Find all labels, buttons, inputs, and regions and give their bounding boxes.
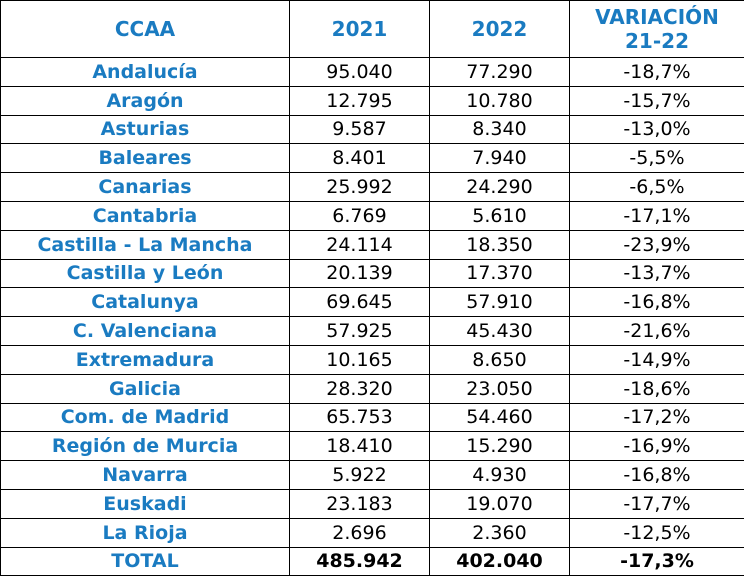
table-row: Andalucía 95.040 77.290 -18,7% [0,57,744,87]
value-2022-cell: 2.360 [429,517,570,548]
value-2022-cell: 5.610 [429,200,570,231]
header-variacion: VARIACIÓN 21-22 [569,0,744,58]
value-2021-cell: 6.769 [289,200,430,231]
value-2021-cell: 12.795 [289,85,430,116]
header-row: CCAA 2021 2022 VARIACIÓN 21-22 [0,0,744,58]
region-name-cell: C. Valenciana [0,316,290,346]
value-2022-cell: 4.930 [429,460,570,490]
value-2021-cell: 95.040 [289,57,430,87]
table-row: Com. de Madrid 65.753 54.460 -17,2% [0,402,744,433]
value-2022-cell: 17.370 [429,258,570,289]
value-2022-cell: 54.460 [429,402,570,433]
variation-cell: -17,7% [569,488,744,519]
table-row: Extremadura 10.165 8.650 -14,9% [0,344,744,375]
region-name-cell: Navarra [0,460,290,490]
variation-cell: -23,9% [569,229,744,260]
total-label-cell: TOTAL [0,546,290,577]
value-2021-cell: 2.696 [289,517,430,548]
value-2021-cell: 65.753 [289,402,430,433]
table-row: Canarias 25.992 24.290 -6,5% [0,172,744,202]
region-name-cell: Canarias [0,172,290,202]
variation-cell: -13,0% [569,114,744,145]
region-name-cell: Com. de Madrid [0,402,290,433]
variation-cell: -15,7% [569,85,744,116]
value-2022-cell: 57.910 [429,287,570,318]
value-2022-cell: 15.290 [429,431,570,462]
value-2021-cell: 5.922 [289,460,430,490]
variation-cell: -5,5% [569,143,744,174]
variation-cell: -6,5% [569,172,744,202]
header-ccaa: CCAA [0,0,290,58]
region-name-cell: Andalucía [0,57,290,87]
region-name-cell: Euskadi [0,488,290,519]
region-name-cell: Galicia [0,373,290,404]
region-name-cell: Extremadura [0,344,290,375]
variation-cell: -18,7% [569,57,744,87]
variation-cell: -13,7% [569,258,744,289]
value-2022-cell: 19.070 [429,488,570,519]
variation-cell: -18,6% [569,373,744,404]
value-2021-cell: 9.587 [289,114,430,145]
table-row: La Rioja 2.696 2.360 -12,5% [0,517,744,548]
value-2022-cell: 45.430 [429,316,570,346]
table-row: Castilla - La Mancha 24.114 18.350 -23,9% [0,229,744,260]
variation-cell: -14,9% [569,344,744,375]
table-row: Euskadi 23.183 19.070 -17,7% [0,488,744,519]
table-row: C. Valenciana 57.925 45.430 -21,6% [0,316,744,346]
region-name-cell: Región de Murcia [0,431,290,462]
value-2021-cell: 69.645 [289,287,430,318]
value-2021-cell: 8.401 [289,143,430,174]
value-2022-cell: 23.050 [429,373,570,404]
value-2021-cell: 20.139 [289,258,430,289]
header-2021: 2021 [289,0,430,58]
total-2021-cell: 485.942 [289,546,430,577]
table-row: Región de Murcia 18.410 15.290 -16,9% [0,431,744,462]
value-2022-cell: 7.940 [429,143,570,174]
table-row: Navarra 5.922 4.930 -16,8% [0,460,744,490]
region-name-cell: Baleares [0,143,290,174]
value-2022-cell: 8.340 [429,114,570,145]
value-2021-cell: 25.992 [289,172,430,202]
variation-cell: -17,2% [569,402,744,433]
value-2021-cell: 10.165 [289,344,430,375]
variation-cell: -16,8% [569,287,744,318]
value-2021-cell: 23.183 [289,488,430,519]
region-name-cell: Catalunya [0,287,290,318]
variation-cell: -12,5% [569,517,744,548]
table-row: Castilla y León 20.139 17.370 -13,7% [0,258,744,289]
region-name-cell: La Rioja [0,517,290,548]
variation-cell: -16,9% [569,431,744,462]
variation-cell: -17,1% [569,200,744,231]
value-2022-cell: 10.780 [429,85,570,116]
table-row: Catalunya 69.645 57.910 -16,8% [0,287,744,318]
region-name-cell: Cantabria [0,200,290,231]
region-name-cell: Castilla - La Mancha [0,229,290,260]
value-2021-cell: 18.410 [289,431,430,462]
value-2021-cell: 57.925 [289,316,430,346]
table-row: Asturias 9.587 8.340 -13,0% [0,114,744,145]
header-2022: 2022 [429,0,570,58]
table-row: Baleares 8.401 7.940 -5,5% [0,143,744,174]
total-variation-cell: -17,3% [569,546,744,577]
region-name-cell: Asturias [0,114,290,145]
total-2022-cell: 402.040 [429,546,570,577]
variation-cell: -21,6% [569,316,744,346]
table-row: Aragón 12.795 10.780 -15,7% [0,85,744,116]
total-row: TOTAL 485.942 402.040 -17,3% [0,546,744,577]
region-name-cell: Aragón [0,85,290,116]
table-row: Galicia 28.320 23.050 -18,6% [0,373,744,404]
value-2022-cell: 24.290 [429,172,570,202]
value-2022-cell: 8.650 [429,344,570,375]
value-2021-cell: 24.114 [289,229,430,260]
value-2022-cell: 18.350 [429,229,570,260]
value-2021-cell: 28.320 [289,373,430,404]
table-row: Cantabria 6.769 5.610 -17,1% [0,200,744,231]
value-2022-cell: 77.290 [429,57,570,87]
variation-cell: -16,8% [569,460,744,490]
region-name-cell: Castilla y León [0,258,290,289]
